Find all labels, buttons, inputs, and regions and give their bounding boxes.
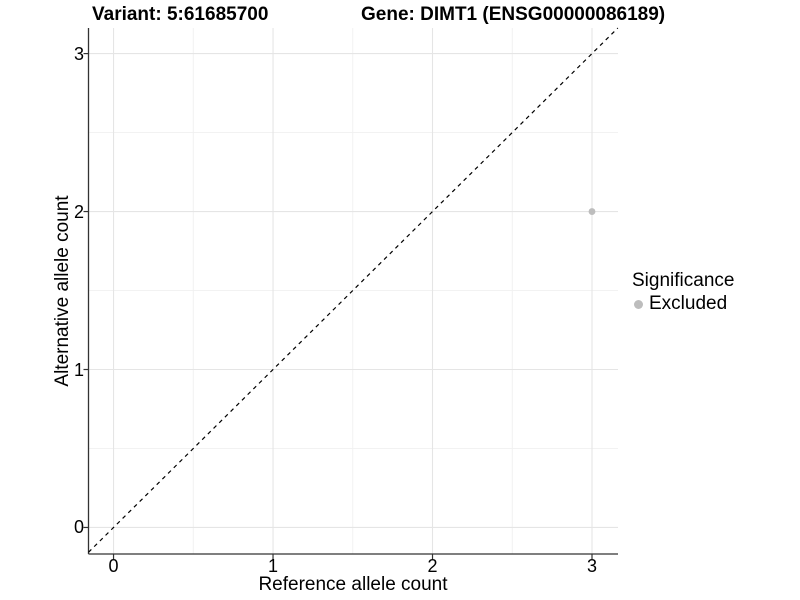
x-tick-label-0: 0 bbox=[108, 556, 119, 576]
gridlines-major bbox=[88, 28, 618, 554]
excluded-point-icon bbox=[634, 299, 643, 309]
y-tick-label-0: 0 bbox=[73, 517, 84, 538]
legend-item-label: Excluded bbox=[649, 293, 728, 314]
x-tick-label-2: 2 bbox=[427, 556, 438, 576]
axis-lines bbox=[87, 28, 618, 555]
legend-item-excluded: Excluded bbox=[632, 293, 734, 315]
data-points bbox=[588, 208, 596, 215]
x-tick-label-3: 3 bbox=[586, 556, 598, 576]
axis-tick-marks bbox=[83, 52, 593, 559]
y-axis-title: Alternative allele count bbox=[52, 195, 73, 387]
y-tick-label-2: 2 bbox=[73, 201, 84, 222]
legend-title: Significance bbox=[632, 270, 735, 291]
variant-title: Variant: 5:61685700 bbox=[92, 4, 269, 25]
gridlines-minor bbox=[88, 28, 618, 554]
x-axis-title: Reference allele count bbox=[258, 574, 448, 595]
x-tick-label-1: 1 bbox=[268, 556, 279, 576]
gene-title: Gene: DIMT1 (ENSG00000086189) bbox=[361, 4, 666, 25]
y-tick-label-1: 1 bbox=[73, 359, 84, 380]
legend: Significance Excluded bbox=[632, 270, 734, 315]
y-tick-label-3: 3 bbox=[73, 43, 84, 64]
